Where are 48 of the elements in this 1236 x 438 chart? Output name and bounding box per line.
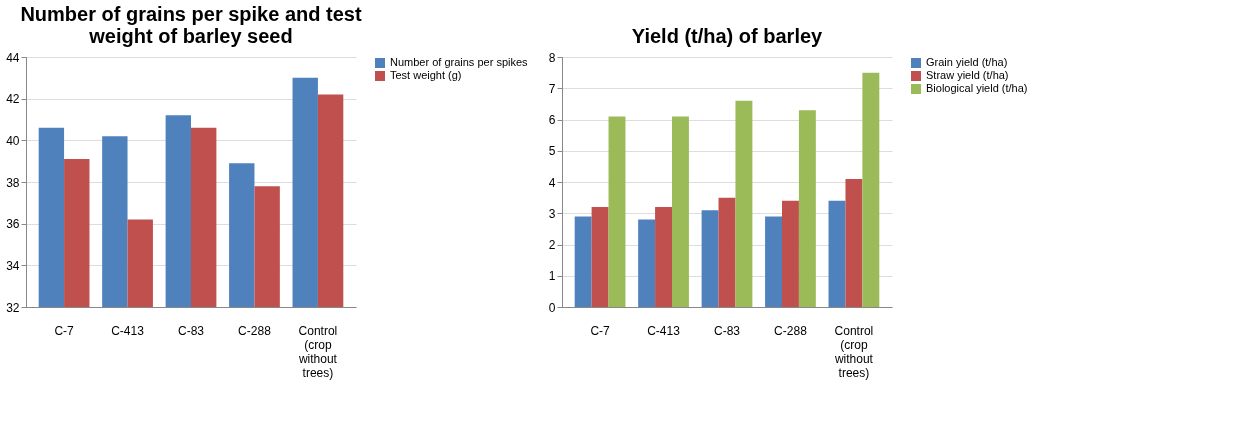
bar <box>591 207 609 307</box>
bar <box>828 200 846 307</box>
bar <box>862 72 880 307</box>
bar <box>574 216 592 307</box>
bar <box>701 210 719 307</box>
legend-label: Straw yield (t/ha) <box>926 69 1009 81</box>
bar <box>672 116 689 307</box>
y-tick-label: 34 <box>6 258 20 273</box>
legend-label: Number of grains per spikes <box>390 56 529 68</box>
x-tick-label: Control (crop without trees) <box>833 323 874 380</box>
chart-title: Number of grains per spike and test weight of barley seed <box>20 3 362 47</box>
legend-label: Grain yield (t/ha) <box>926 56 1008 68</box>
x-tick-label: C-83 <box>713 323 741 338</box>
y-tick-label: 4 <box>548 175 556 190</box>
bar <box>735 100 753 307</box>
y-tick-label: 2 <box>548 238 556 252</box>
legend-label: Test weight (g) <box>390 69 462 81</box>
y-tick-label: 44 <box>6 50 20 65</box>
bar <box>798 110 816 307</box>
y-tick-label: 36 <box>6 217 20 232</box>
x-tick-label: C-288 <box>774 323 808 338</box>
bar <box>655 207 672 307</box>
y-tick-label: 7 <box>548 81 556 96</box>
bar <box>845 178 863 307</box>
bar <box>638 219 656 307</box>
bar <box>608 116 626 307</box>
x-tick-label: C-83 <box>177 323 205 338</box>
y-tick-label: 42 <box>6 92 20 107</box>
bar <box>718 197 736 307</box>
chart-title: Yield (t/ha) of barley <box>631 25 824 47</box>
y-tick-label: 38 <box>6 175 20 190</box>
x-tick-label: C-288 <box>238 323 272 338</box>
y-tick-label: 8 <box>548 50 556 65</box>
y-tick-label: 1 <box>548 269 556 284</box>
y-tick-label: 3 <box>548 206 556 221</box>
x-tick-label: C-7 <box>590 323 611 338</box>
bar <box>782 200 799 307</box>
y-tick-label: 6 <box>548 113 556 127</box>
y-tick-label: 40 <box>6 133 20 148</box>
x-tick-label: C-7 <box>54 323 75 338</box>
y-tick-label: 0 <box>548 300 556 315</box>
y-tick-label: 32 <box>6 300 20 315</box>
y-tick-label: 5 <box>548 144 556 159</box>
bar <box>765 216 782 307</box>
x-tick-label: Control (crop without trees) <box>297 323 338 380</box>
x-tick-label: C-413 <box>647 323 681 338</box>
x-tick-label: C-413 <box>111 323 145 338</box>
legend-label: Biological yield (t/ha) <box>926 82 1028 94</box>
